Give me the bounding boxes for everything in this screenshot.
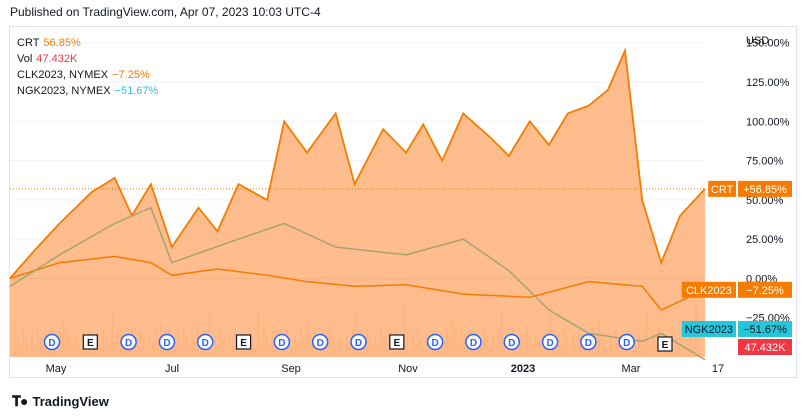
dividend-marker-icon[interactable] [350,333,367,351]
chart-legend: CRT 56.85% Vol 47.432K CLK2023, NYMEX −7.25… [17,35,158,99]
price-label-value-bg [738,180,792,197]
dividend-marker-icon[interactable] [426,333,444,351]
marker-label: D [546,338,553,349]
legend-symbol: CRT [17,37,40,49]
marker-label: D [508,338,515,349]
legend-symbol: CLK2023, NYMEX [17,69,109,81]
x-tick-label: Nov [398,363,418,375]
price-label-value-bg [738,339,792,355]
chart-frame [9,26,797,378]
legend-value: −7.25% [112,69,150,81]
legend-symbol: NGK2023, NYMEX [17,85,111,97]
series-area-crt [10,50,705,357]
x-tick-label: Jul [165,363,179,375]
dividend-marker-icon[interactable] [273,333,291,351]
marker-label: D [163,338,170,349]
legend-row-vol[interactable]: Vol 47.432K [17,51,158,67]
y-tick-label: 125.00% [746,77,790,89]
x-tick-label: 17 [712,363,724,375]
dividend-marker-icon[interactable] [158,333,176,351]
dividend-marker-icon[interactable] [43,333,61,351]
x-tick-label: Sep [281,363,301,375]
marker-label: D [125,338,132,349]
dividend-marker-icon[interactable] [465,333,482,351]
y-axis-unit: USD [746,35,769,47]
tradingview-logo-icon: 𝐓● [12,393,29,409]
series-line-clk2023[interactable] [9,255,706,311]
dividend-marker-icon[interactable] [618,333,635,351]
published-header: Published on TradingView.com, Apr 07, 20… [10,5,321,19]
tradingview-brand: TradingView [32,394,109,409]
dividend-marker-icon[interactable] [311,333,329,351]
series-line-ngk2023[interactable] [9,206,706,361]
price-label-value-bg [738,281,792,298]
y-tick-label: 75.00% [746,156,784,168]
earnings-marker-icon[interactable] [82,334,98,350]
marker-label: D [585,338,592,349]
marker-label: D [278,338,285,349]
legend-value: 56.85% [43,37,81,49]
legend-value: 47.432K [36,53,78,65]
marker-label: D [202,338,209,349]
y-tick-label: 50.00% [746,195,784,207]
price-label-name-bg [681,281,736,298]
marker-label: E [240,338,247,349]
tradingview-footer: 𝐓● TradingView [12,393,109,410]
price-label-value: +56.85% [743,184,787,196]
x-tick-label: Mar [622,363,641,375]
marker-label: D [432,338,439,349]
price-label-name-bg [708,180,736,197]
x-tick-label: 2023 [511,363,535,375]
marker-label: E [662,340,669,351]
dividend-marker-icon[interactable] [580,333,597,351]
price-label-value: −51.67% [743,324,787,336]
dividend-marker-icon[interactable] [503,333,520,351]
series-line-crt[interactable] [9,47,706,279]
earnings-marker-icon[interactable] [389,334,405,350]
x-tick-label: May [46,363,67,375]
price-label-name: CLK2023 [686,285,732,297]
legend-value: −51.67% [114,85,159,97]
legend-symbol: Vol [17,53,33,65]
y-tick-label: 25.00% [746,234,784,246]
price-label-name: CRT [711,184,734,196]
price-label-value: −7.25% [746,285,784,297]
y-tick-label: 150.00% [746,38,790,50]
marker-label: E [393,338,400,349]
legend-row-ngk[interactable]: NGK2023, NYMEX −51.67% [17,83,158,99]
price-label-value: 47.432K [745,342,787,354]
price-label-value-bg [738,321,792,337]
legend-row-clk[interactable]: CLK2023, NYMEX −7.25% [17,67,158,83]
earnings-marker-icon[interactable] [657,336,673,352]
marker-label: D [317,338,324,349]
price-label-name: NGK2023 [685,324,733,336]
marker-label: D [48,338,55,349]
marker-label: D [623,338,630,349]
marker-label: D [355,338,362,349]
dividend-marker-icon[interactable] [120,333,137,351]
dividend-marker-icon[interactable] [197,333,214,351]
marker-label: D [470,338,477,349]
marker-label: E [87,338,94,349]
legend-row-crt[interactable]: CRT 56.85% [17,35,158,51]
y-tick-label: 100.00% [746,116,790,128]
price-label-name-bg [681,321,736,337]
dividend-marker-icon[interactable] [541,333,559,351]
earnings-marker-icon[interactable] [235,334,252,350]
